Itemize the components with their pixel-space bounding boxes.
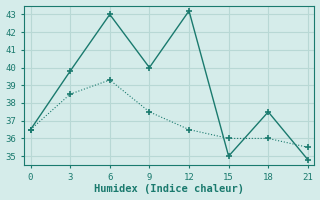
X-axis label: Humidex (Indice chaleur): Humidex (Indice chaleur) <box>94 184 244 194</box>
